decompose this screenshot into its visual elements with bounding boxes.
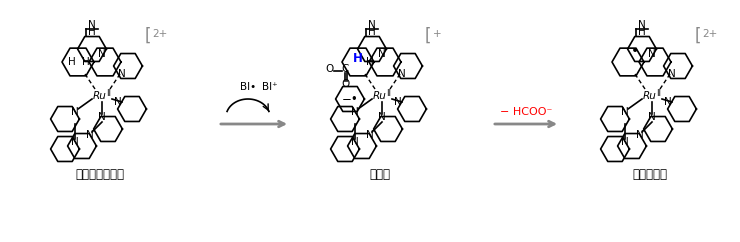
Text: 活性種: 活性種 (369, 167, 391, 181)
Text: N: N (668, 69, 676, 79)
Text: II: II (107, 90, 112, 98)
Text: N: N (621, 137, 629, 147)
Text: N: N (366, 130, 374, 140)
Text: N: N (351, 137, 359, 147)
Text: 還元型金属錯体: 還元型金属錯体 (75, 167, 124, 181)
Text: N: N (368, 20, 376, 30)
Text: [: [ (695, 27, 702, 45)
Text: − HCOO⁻: − HCOO⁻ (500, 107, 552, 117)
Text: II: II (386, 90, 391, 98)
Text: [: [ (145, 27, 151, 45)
Text: ラジカル種: ラジカル種 (633, 167, 667, 181)
Text: N: N (71, 137, 79, 147)
Text: N: N (114, 97, 122, 107)
Text: N: N (351, 107, 359, 117)
Text: Ru: Ru (93, 91, 107, 101)
Text: H: H (82, 57, 90, 67)
Text: +: + (433, 29, 441, 39)
Text: Ru: Ru (373, 91, 387, 101)
Text: H: H (366, 57, 374, 67)
Text: N: N (88, 20, 96, 30)
Text: O: O (326, 64, 334, 74)
Text: C: C (341, 64, 349, 74)
Text: N: N (398, 69, 406, 79)
Text: H: H (68, 57, 76, 67)
Text: O: O (341, 79, 349, 89)
Text: II: II (656, 90, 662, 98)
Text: 2+: 2+ (702, 29, 718, 39)
Text: N: N (636, 130, 644, 140)
Text: [: [ (425, 27, 431, 45)
Text: N: N (394, 97, 402, 107)
Text: H: H (638, 27, 646, 37)
Text: N: N (98, 112, 106, 122)
Text: N: N (98, 49, 106, 59)
Text: Ru: Ru (643, 91, 657, 101)
Text: BI⁺: BI⁺ (262, 82, 278, 92)
Text: −•: −• (342, 92, 358, 106)
Text: N: N (378, 49, 386, 59)
Text: 2+: 2+ (152, 29, 168, 39)
Text: •: • (631, 44, 639, 58)
Text: H: H (368, 27, 376, 37)
Text: N: N (648, 49, 656, 59)
Text: N: N (118, 69, 126, 79)
Text: H: H (88, 27, 96, 37)
Text: N: N (648, 112, 656, 122)
Text: N: N (71, 107, 79, 117)
Text: BI•: BI• (240, 82, 256, 92)
Text: N: N (378, 112, 386, 122)
Text: N: N (638, 20, 646, 30)
Text: N: N (664, 97, 672, 107)
Text: N: N (621, 107, 629, 117)
Text: N: N (86, 130, 94, 140)
Text: H: H (353, 53, 363, 66)
